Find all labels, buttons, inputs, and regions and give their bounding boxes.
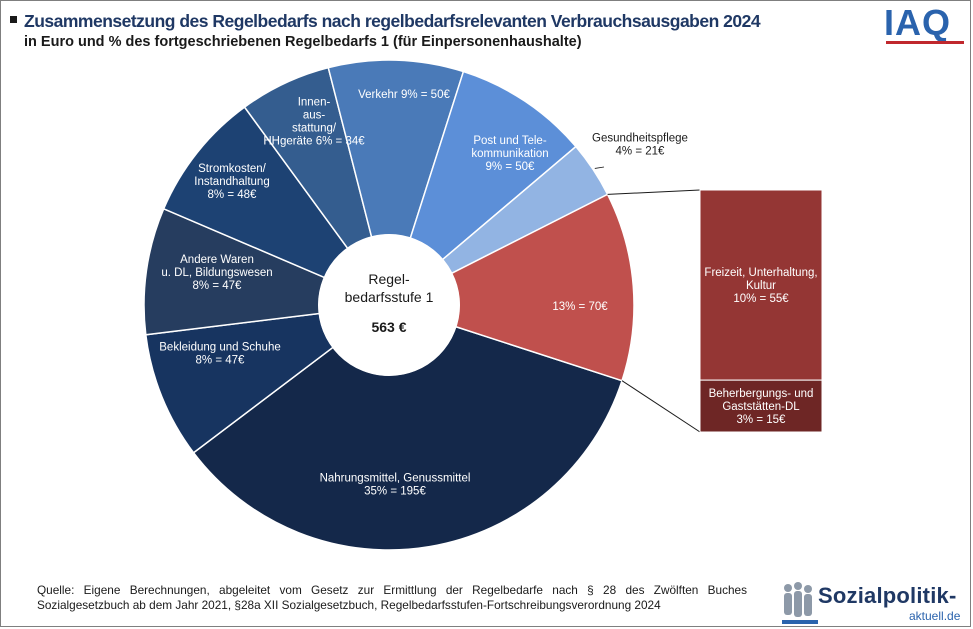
sozialpolitik-logo-domain: aktuell.de — [909, 609, 961, 623]
center-total: 563 € — [371, 319, 406, 335]
breakout-connectors — [607, 189, 701, 433]
slice-label-andere-waren-u-dl-bildungswesen: Andere Waren u. DL, Bildungswesen 8% = 47€ — [161, 254, 272, 292]
slice-label-post-und-telekommunikation: Post und Tele-kommunikation 9% = 50€ — [471, 135, 548, 173]
connector-bottom — [621, 380, 701, 433]
doughnut-slices — [143, 59, 635, 551]
slice-label-verkehr: Verkehr 9% = 50€ — [358, 89, 450, 101]
iaq-logo: IAQ — [884, 2, 952, 43]
iaq-logo-underline — [886, 41, 964, 44]
breakout-label-freizeit-unterhaltung-kultur: Freizeit, Unterhaltung, Kultur 10% = 55€ — [704, 267, 817, 305]
doughnut-hole — [318, 234, 460, 376]
title-bullet — [10, 16, 17, 23]
center-label: Regel-bedarfsstufe 1 563 € — [345, 271, 434, 335]
slice-label-bekleidung-und-schuhe: Bekleidung und Schuhe 8% = 47€ — [159, 342, 281, 367]
sozialpolitik-logo-name: Sozialpolitik- — [818, 583, 957, 608]
breakout-segment-beherbergungs-und-gaststätten-dl — [699, 379, 823, 433]
source-line-1: Quelle: Eigene Berechnungen, abgeleitet … — [37, 583, 747, 597]
slice-label-innenausstattung-hhgeräte: Innen-aus-stattung/HHgeräte 6% = 34€ — [263, 97, 365, 148]
breakout-bar: Freizeit, Unterhaltung, Kultur 10% = 55€ Be… — [699, 189, 823, 433]
chart-title: Zusammensetzung des Regelbedarfs nach re… — [24, 11, 761, 31]
sozialpolitik-people-icon — [782, 582, 818, 624]
breakout-segment-freizeit-unterhaltung-kultur — [699, 189, 823, 381]
source-line-2: Sozialgesetzbuch ab dem Jahr 2021, §28a … — [37, 598, 661, 612]
breakout-label-beherbergungs-und-gaststätten-dl: Beherbergungs- und Gaststätten-DL 3% = 15€ — [709, 388, 814, 426]
leader-line-gesundheitspflege — [594, 166, 605, 169]
slice-label-gesundheitspflege: Gesundheitspflege 4% = 21€ — [592, 133, 688, 158]
connector-top — [607, 189, 701, 195]
chart-subtitle: in Euro und % des fortgeschriebenen Rege… — [24, 34, 582, 50]
slice-label-stromkosten-instandhaltung: Stromkosten/Instandhaltung 8% = 48€ — [194, 163, 269, 201]
slice-label-freizeit-unterhaltung-kultur-beherbergungs-und-gaststätten-dl: 13% = 70€ — [552, 301, 608, 313]
slice-labels: Nahrungsmittel, Genussmittel 35% = 195€ Be… — [159, 89, 688, 498]
source-note: Quelle: Eigene Berechnungen, abgeleitet … — [37, 583, 747, 613]
slice-label-nahrungsmittel-genussmittel: Nahrungsmittel, Genussmittel 35% = 195€ — [320, 473, 471, 498]
center-label-line-1: Regel- — [368, 271, 410, 287]
center-label-line-2: bedarfsstufe 1 — [345, 289, 434, 305]
